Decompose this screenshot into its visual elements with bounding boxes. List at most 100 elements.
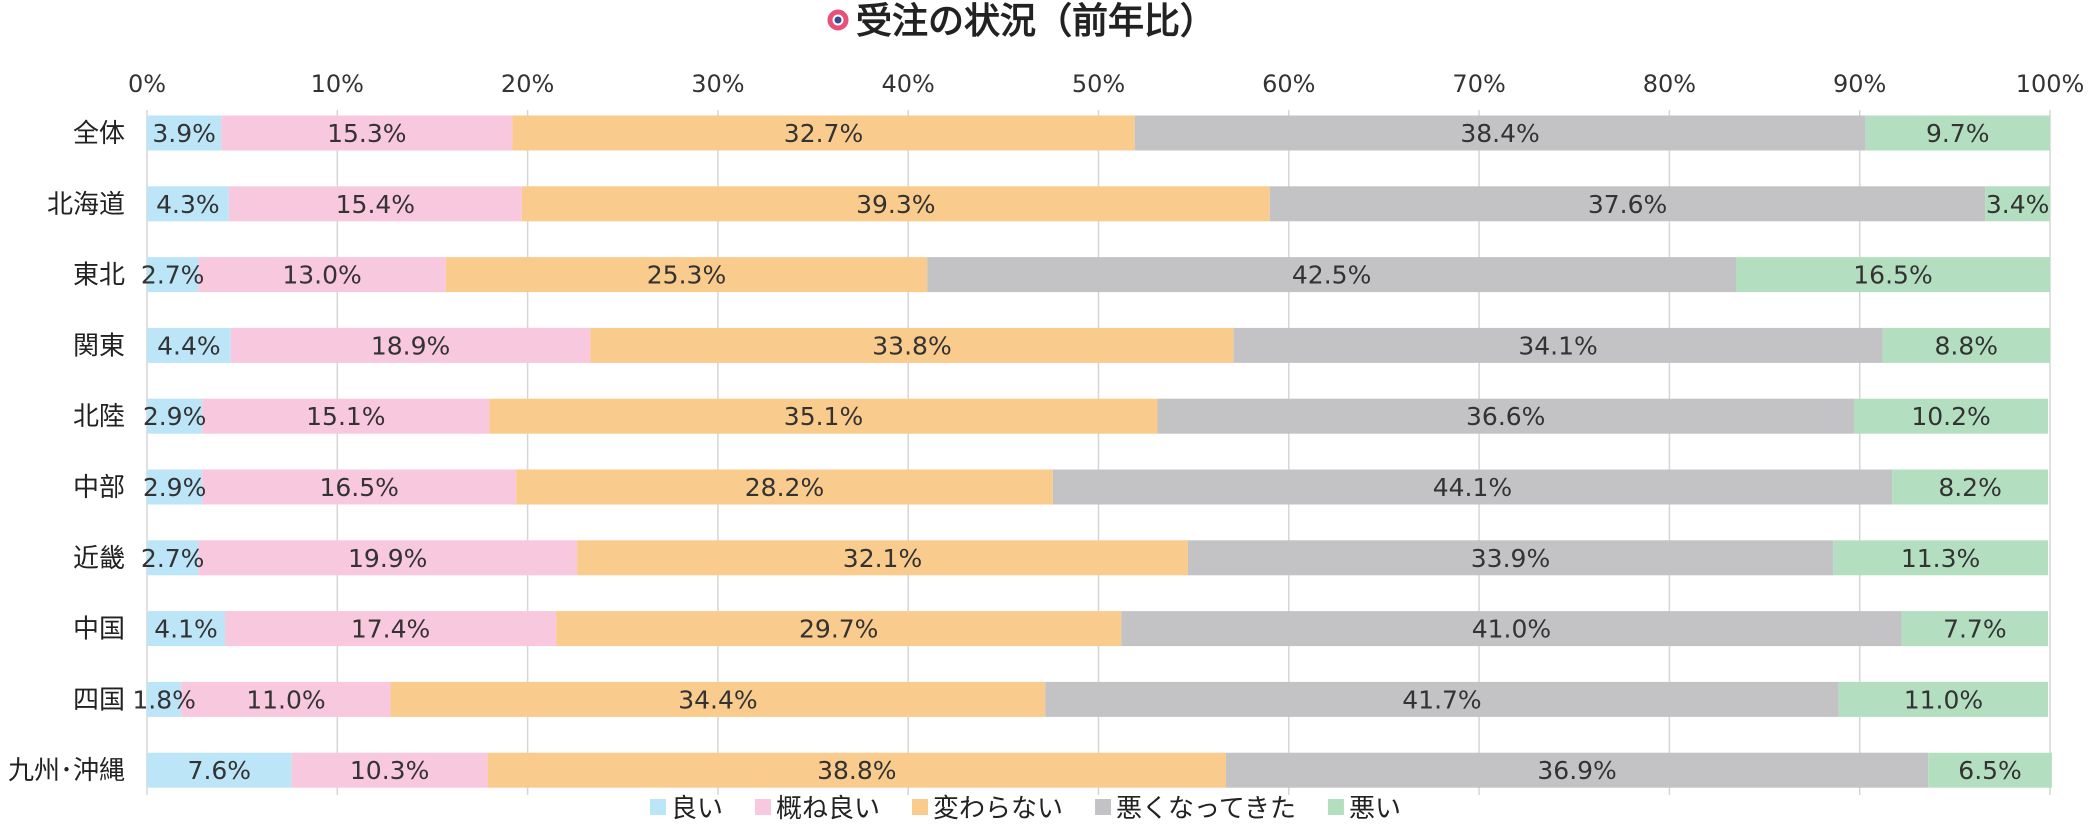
bar-segment [147, 327, 231, 363]
bar-segment [1833, 540, 2049, 576]
data-label: 3.4% [1986, 190, 2050, 219]
data-label: 15.3% [327, 119, 406, 148]
bar-segment [1865, 115, 2050, 151]
bar-segment [1045, 681, 1839, 717]
data-label: 15.1% [306, 402, 385, 431]
legend-swatch [755, 799, 772, 815]
data-label: 11.0% [246, 685, 325, 714]
bar-segment [230, 327, 591, 363]
category-label: 中国 [73, 615, 125, 645]
title-bullet-icon-inner [834, 16, 842, 24]
legend-label: 良い [671, 794, 723, 824]
data-label: 44.1% [1433, 473, 1512, 502]
bar-segment [1985, 186, 2050, 222]
value-labels: 3.9% 15.3% 32.7% 38.4% 9.7% 4.3% 15.4% 39.3% 37.… [132, 119, 2049, 785]
bar-segment [147, 469, 203, 505]
data-label: 11.3% [1901, 544, 1980, 573]
bar-segment [1269, 186, 1986, 222]
bar-segment [198, 257, 446, 293]
data-label: 29.7% [799, 615, 878, 644]
bar-segment [221, 115, 513, 151]
bar-segment [147, 681, 182, 717]
category-label: 九州･沖縄 [8, 756, 125, 786]
category-label: 東北 [73, 261, 125, 291]
bar-segment [225, 611, 557, 647]
data-label: 25.3% [647, 261, 726, 290]
bar-segment [147, 398, 203, 434]
data-label: 6.5% [1958, 756, 2022, 785]
bar-segment [1838, 681, 2049, 717]
data-label: 39.3% [856, 190, 935, 219]
data-label: 35.1% [784, 402, 863, 431]
data-label: 38.8% [817, 756, 896, 785]
category-label: 全体 [73, 119, 125, 149]
data-label: 41.0% [1472, 615, 1551, 644]
legend-swatch [650, 799, 666, 815]
data-label: 16.5% [1853, 261, 1932, 290]
data-label: 3.9% [152, 119, 216, 148]
data-label: 4.3% [156, 190, 220, 219]
bar-segment [147, 186, 229, 222]
x-tick-label: 0% [128, 70, 166, 98]
bar-segment [577, 540, 1188, 576]
bar-segment [1187, 540, 1834, 576]
bar-segment [521, 186, 1270, 222]
bar-segment [147, 611, 226, 647]
data-label: 2.9% [143, 473, 207, 502]
category-label: 近畿 [73, 544, 125, 574]
data-label: 33.8% [872, 331, 951, 360]
data-label: 8.8% [1935, 331, 1999, 360]
data-label: 10.3% [350, 756, 429, 785]
data-label: 32.7% [784, 119, 863, 148]
bar-segment [390, 681, 1046, 717]
data-label: 33.9% [1471, 544, 1550, 573]
x-tick-label: 60% [1262, 70, 1315, 98]
bar-segment [1853, 398, 2049, 434]
legend-label: 概ね良い [776, 794, 880, 824]
data-label: 10.2% [1911, 402, 1990, 431]
data-label: 19.9% [348, 544, 427, 573]
bar-segment [1157, 398, 1854, 434]
data-label: 42.5% [1292, 261, 1371, 290]
category-label: 関東 [73, 331, 125, 361]
data-label: 4.4% [157, 331, 221, 360]
category-label: 中部 [73, 473, 125, 503]
x-tick-label: 100% [2016, 70, 2085, 98]
data-label: 7.7% [1943, 615, 2007, 644]
bar-segment [1226, 752, 1929, 788]
data-label: 2.7% [141, 544, 205, 573]
bar-segment [1736, 257, 2050, 293]
x-axis-ticks: 0% 10% 20% 30% 40% 50% 60% 70% 80% 90% 100% [128, 70, 2084, 98]
x-tick-label: 70% [1452, 70, 1505, 98]
x-tick-label: 50% [1072, 70, 1125, 98]
bar-segment [147, 752, 292, 788]
bar-segment [181, 681, 391, 717]
data-label: 38.4% [1460, 119, 1539, 148]
data-label: 13.0% [282, 261, 361, 290]
data-label: 32.1% [843, 544, 922, 573]
bar-segment [228, 186, 522, 222]
legend-swatch [912, 799, 929, 815]
legend-label: 変わらない [933, 794, 1063, 824]
data-label: 17.4% [351, 615, 430, 644]
category-label: 北海道 [47, 190, 125, 220]
data-label: 36.6% [1466, 402, 1545, 431]
category-label: 四国 [73, 685, 125, 715]
legend-swatch [1327, 799, 1344, 815]
bar-segment [512, 115, 1135, 151]
data-label: 18.9% [371, 331, 450, 360]
bar-segment [927, 257, 1737, 293]
category-label: 北陸 [73, 402, 125, 432]
data-label: 34.4% [678, 685, 757, 714]
bar-segment [590, 327, 1234, 363]
bar-segment [556, 611, 1122, 647]
x-tick-label: 80% [1643, 70, 1696, 98]
bar-segment [202, 469, 517, 505]
bar-segment [291, 752, 488, 788]
x-tick-label: 30% [691, 70, 744, 98]
x-tick-label: 10% [311, 70, 364, 98]
bar-segment [487, 752, 1227, 788]
data-label: 7.6% [188, 756, 252, 785]
